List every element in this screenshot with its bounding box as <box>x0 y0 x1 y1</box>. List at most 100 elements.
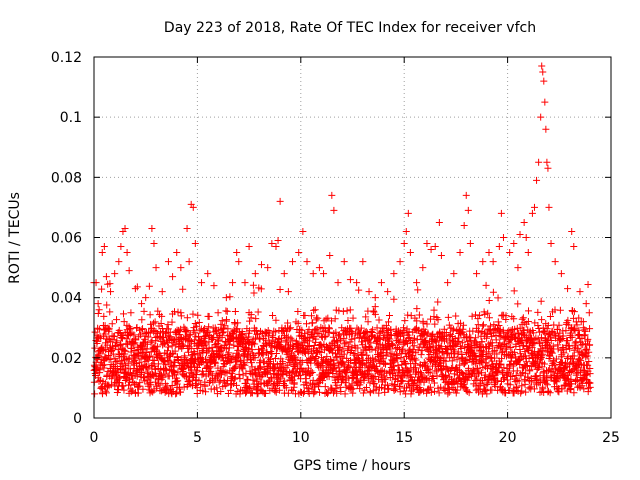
data-point <box>256 356 264 364</box>
data-point <box>534 335 542 343</box>
data-point <box>129 340 137 348</box>
data-point-peak <box>570 243 578 251</box>
y-tick-label: 0.08 <box>51 170 82 186</box>
data-point-peak <box>251 270 259 278</box>
data-point <box>239 365 247 373</box>
data-point <box>506 381 514 389</box>
data-point <box>236 375 244 383</box>
data-point <box>537 334 545 342</box>
data-point <box>174 377 182 385</box>
data-point <box>121 347 129 355</box>
data-point <box>539 328 547 336</box>
data-point <box>257 285 265 293</box>
data-point <box>456 374 464 382</box>
data-point <box>434 298 442 306</box>
data-point <box>375 316 383 324</box>
data-point <box>521 331 529 339</box>
data-point <box>308 368 316 376</box>
data-point <box>191 329 199 337</box>
data-point-peak <box>473 270 481 278</box>
data-point-peak <box>214 309 222 317</box>
data-point-peak <box>582 300 590 308</box>
data-point-peak <box>330 206 338 214</box>
data-point <box>134 383 142 391</box>
data-point <box>126 325 134 333</box>
data-point <box>120 356 128 364</box>
data-point-peak <box>396 258 404 266</box>
data-point <box>127 388 135 396</box>
data-point <box>414 286 422 294</box>
data-point <box>113 316 121 324</box>
data-point <box>168 342 176 350</box>
data-point <box>406 373 414 381</box>
data-point <box>287 324 295 332</box>
data-point <box>551 361 559 369</box>
data-point <box>386 335 394 343</box>
data-point <box>127 348 135 356</box>
data-point <box>186 331 194 339</box>
data-point <box>177 312 185 320</box>
data-point <box>379 327 387 335</box>
data-point-peak <box>456 249 464 257</box>
data-point-peak <box>547 240 555 248</box>
data-point <box>250 289 258 297</box>
data-point <box>535 338 543 346</box>
data-point <box>261 339 269 347</box>
data-point <box>311 306 319 314</box>
data-point-peak <box>464 206 472 214</box>
data-point <box>456 361 464 369</box>
data-point <box>559 332 567 340</box>
data-point <box>534 308 542 316</box>
data-point <box>177 388 185 396</box>
data-point <box>138 316 146 324</box>
data-point <box>430 306 438 314</box>
data-point <box>255 345 263 353</box>
data-point <box>494 294 502 302</box>
data-point-peak <box>94 300 102 308</box>
data-point-peak <box>334 279 342 287</box>
data-point <box>450 385 458 393</box>
data-point-peak <box>233 249 241 257</box>
data-point <box>538 352 546 360</box>
data-point <box>105 325 113 333</box>
data-point <box>484 361 492 369</box>
data-point <box>205 323 213 331</box>
data-point <box>473 375 481 383</box>
data-point <box>496 361 504 369</box>
data-point-peak <box>198 279 206 287</box>
data-point <box>125 381 133 389</box>
data-point <box>241 350 249 358</box>
data-point <box>120 318 128 326</box>
data-point <box>485 314 493 322</box>
data-point <box>384 385 392 393</box>
data-point <box>220 328 228 336</box>
data-point <box>223 307 231 315</box>
data-point <box>247 311 255 319</box>
data-point <box>541 329 549 337</box>
data-point <box>183 314 191 322</box>
data-point <box>158 312 166 320</box>
data-point <box>396 338 404 346</box>
x-axis-ticks: 0 5 10 15 20 25 <box>90 57 620 446</box>
data-point <box>435 353 443 361</box>
data-point <box>536 378 544 386</box>
data-point <box>309 319 317 327</box>
data-point <box>135 382 143 390</box>
data-point <box>536 328 544 336</box>
data-point <box>124 360 132 368</box>
data-point <box>269 311 277 319</box>
data-point <box>185 331 193 339</box>
data-point <box>570 352 578 360</box>
data-point-peak <box>189 203 197 211</box>
data-point-peak <box>107 288 115 296</box>
data-point-peak <box>585 309 593 317</box>
data-point <box>174 308 182 316</box>
data-point-peak <box>520 218 528 226</box>
data-point <box>410 342 418 350</box>
data-point <box>390 295 398 303</box>
data-point <box>157 320 165 328</box>
data-point <box>344 317 352 325</box>
data-point <box>252 327 260 335</box>
data-point-peak <box>177 264 185 272</box>
data-point <box>303 384 311 392</box>
